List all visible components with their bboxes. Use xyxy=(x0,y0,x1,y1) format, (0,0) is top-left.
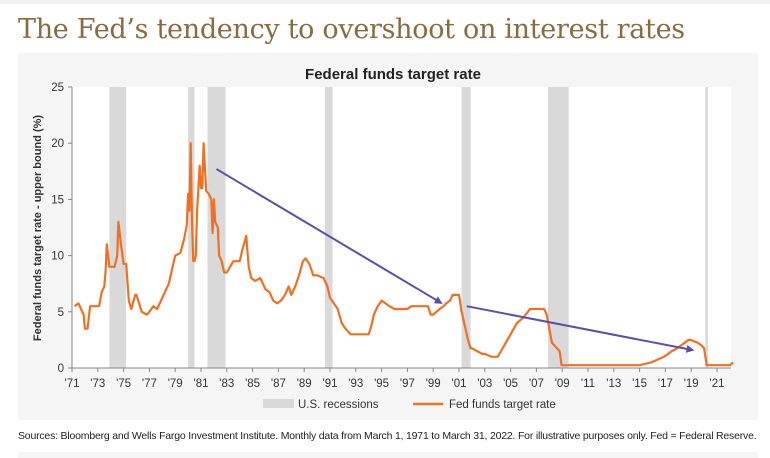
source-footnote: Sources: Bloomberg and Wells Fargo Inves… xyxy=(18,430,757,442)
legend-label-recessions: U.S. recessions xyxy=(298,399,379,411)
x-tick-label: '81 xyxy=(194,378,209,390)
x-tick-label: '17 xyxy=(658,378,673,390)
x-tick-label: '01 xyxy=(452,378,467,390)
x-tick-label: '05 xyxy=(503,378,518,390)
y-tick-label: 15 xyxy=(51,194,64,206)
y-tick-label: 5 xyxy=(58,307,64,319)
y-tick-label: 20 xyxy=(51,138,64,150)
x-tick-label: '71 xyxy=(65,378,80,390)
bottom-divider xyxy=(18,452,758,458)
x-tick-label: '07 xyxy=(529,378,544,390)
legend-label-line: Fed funds target rate xyxy=(449,399,556,411)
line-layer xyxy=(73,142,734,367)
annotation-arrow xyxy=(215,168,443,304)
top-divider xyxy=(0,0,770,4)
x-tick-label: '93 xyxy=(348,378,363,390)
recession-band xyxy=(705,87,708,368)
plot-area xyxy=(72,87,731,368)
x-tick-label: '77 xyxy=(142,378,157,390)
recession-band xyxy=(324,87,333,368)
x-tick-label: '21 xyxy=(710,378,725,390)
x-tick-label: '03 xyxy=(477,378,492,390)
chart-title: Federal funds target rate xyxy=(305,66,481,83)
page-headline: The Fed’s tendency to overshoot on inter… xyxy=(18,14,685,45)
recession-band xyxy=(207,87,226,368)
legend-swatch-recessions xyxy=(263,399,294,408)
x-tick-label: '83 xyxy=(219,378,234,390)
x-tick-label: '11 xyxy=(581,378,595,390)
x-tick-label: '13 xyxy=(606,378,621,390)
x-tick-label: '99 xyxy=(426,378,441,390)
x-tick-label: '79 xyxy=(168,378,183,390)
recession-band xyxy=(548,87,569,368)
y-tick-label: 25 xyxy=(51,82,64,94)
legend: U.S. recessions Fed funds target rate xyxy=(263,399,556,411)
y-axis-label: Federal funds target rate - upper bound … xyxy=(32,115,44,341)
x-tick-label: '87 xyxy=(271,378,286,390)
x-tick-label: '15 xyxy=(632,378,647,390)
annotation-arrow xyxy=(466,305,695,353)
x-tick-label: '91 xyxy=(323,378,338,390)
y-tick-label: 0 xyxy=(58,363,64,375)
annotation-arrows xyxy=(215,168,695,353)
x-tick-label: '75 xyxy=(116,378,131,390)
x-tick-label: '73 xyxy=(90,378,105,390)
series-line-fed-funds xyxy=(73,142,734,367)
x-tick-label: '09 xyxy=(555,378,570,390)
x-tick-label: '97 xyxy=(400,378,415,390)
recession-band xyxy=(461,87,471,368)
x-tick-label: '95 xyxy=(374,378,389,390)
x-tick-label: '85 xyxy=(245,378,260,390)
y-tick-label: 10 xyxy=(51,251,64,263)
axes: 0 5 10 15 20 25 '71 '73 '75 '77 '79 '81 '83 '85 '87 '89… xyxy=(51,82,731,390)
x-tick-label: '19 xyxy=(684,378,699,390)
x-tick-label: '89 xyxy=(297,378,312,390)
